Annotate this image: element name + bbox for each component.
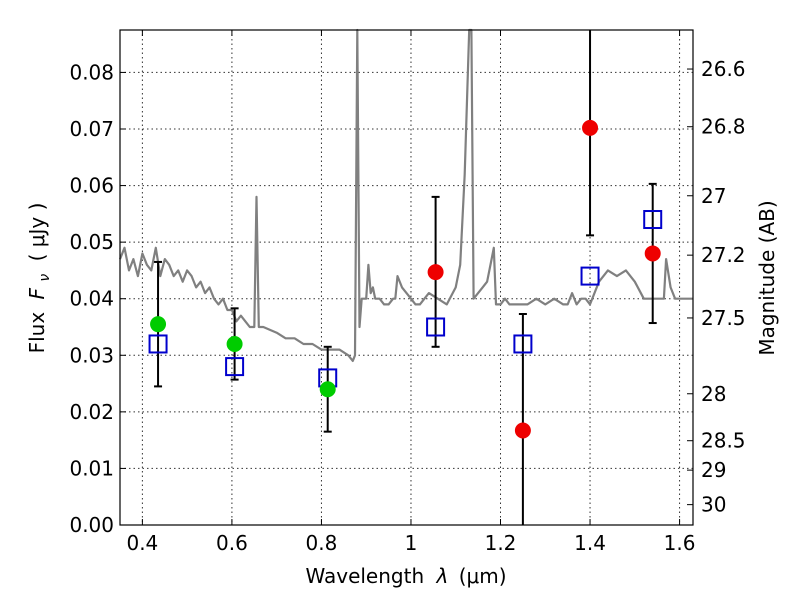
y-tick-label: 0.01: [69, 456, 114, 480]
model-flux-square: [148, 334, 168, 354]
observed-flux-point: [226, 335, 243, 352]
y-axis-label: Flux F ν ( μJy ): [25, 203, 54, 354]
spectrum-line: [118, 28, 693, 362]
x-tick-label: 0.4: [126, 531, 158, 555]
y-tick-label: 0.02: [69, 400, 114, 424]
right-tick-label: 29: [701, 458, 726, 482]
right-tick-label: 27.2: [701, 243, 746, 267]
y-tick-label: 0.08: [69, 60, 114, 84]
x-tick-label: 1.2: [485, 531, 517, 555]
right-tick-label: 27.5: [701, 306, 746, 330]
right-tick-label: 30: [701, 493, 726, 517]
model-flux-square: [426, 317, 446, 337]
right-axis-label: Magnitude (AB): [755, 200, 779, 355]
model-flux-square: [513, 334, 533, 354]
x-axis-label: Wavelength λ (μm): [305, 564, 506, 588]
spectrum: [118, 28, 693, 362]
ticks: 0.4 0.6 0.8 1 1.2 1.4 1.6 0.00 0.01 0.02 0.03 0.04 0…: [69, 30, 746, 555]
y-tick-label: 0.00: [69, 513, 114, 537]
model-flux-square: [225, 357, 245, 377]
model-flux-square: [643, 210, 663, 230]
plot-frame: [119, 29, 694, 526]
observed-flux-point: [427, 264, 444, 281]
y-tick-label: 0.07: [69, 117, 114, 141]
x-tick-label: 1.6: [664, 531, 696, 555]
x-tick-label: 1.4: [574, 531, 606, 555]
x-tick-label: 0.8: [306, 531, 338, 555]
right-tick-label: 26.8: [701, 115, 746, 139]
x-tick-label: 1: [405, 531, 418, 555]
right-tick-label: 27: [701, 184, 726, 208]
y-tick-label: 0.03: [69, 343, 114, 367]
observed-flux-point: [582, 119, 599, 136]
observed-flux-point: [644, 245, 661, 262]
right-tick-label: 26.6: [701, 57, 746, 81]
observed-flux-point: [319, 381, 336, 398]
right-tick-label: 28: [701, 382, 726, 406]
observed-flux-point: [514, 422, 531, 439]
grid: [120, 30, 693, 525]
markers: [148, 119, 663, 439]
y-tick-label: 0.05: [69, 230, 114, 254]
y-tick-label: 0.04: [69, 287, 114, 311]
right-tick-label: 28.5: [701, 429, 746, 453]
y-tick-label: 0.06: [69, 174, 114, 198]
model-flux-square: [580, 266, 600, 286]
x-tick-label: 0.6: [216, 531, 248, 555]
observed-flux-point: [150, 316, 167, 333]
